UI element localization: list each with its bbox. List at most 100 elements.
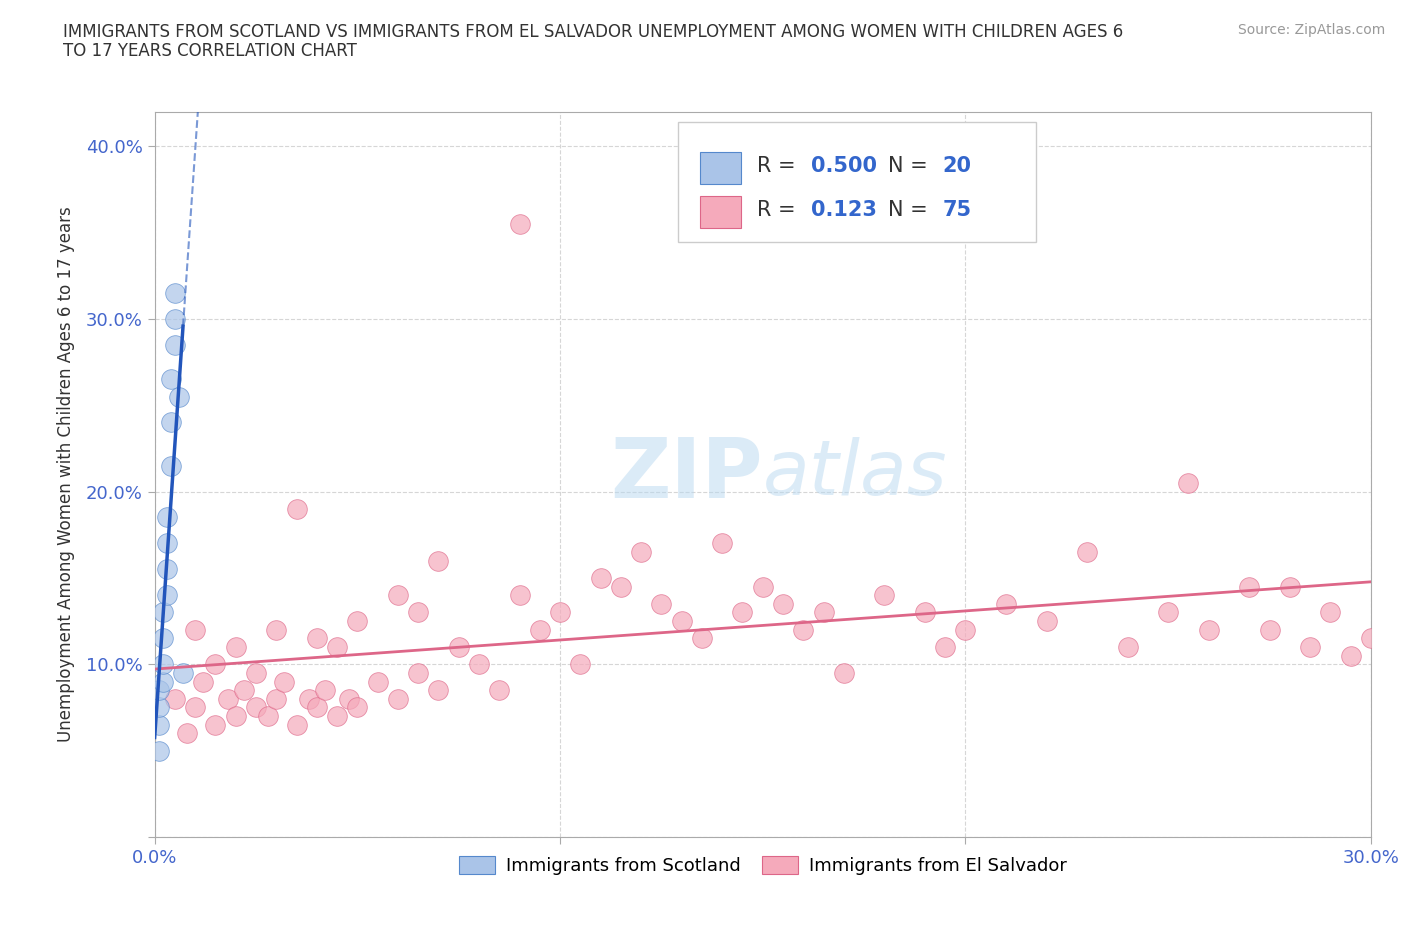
Point [217, 691, 239, 706]
Point [387, 691, 409, 706]
Point [148, 683, 170, 698]
Point [1258, 622, 1281, 637]
FancyBboxPatch shape [700, 153, 741, 184]
Point [1198, 622, 1220, 637]
Point [148, 700, 170, 715]
Point [610, 579, 633, 594]
Point [148, 743, 170, 758]
Point [264, 622, 288, 637]
Point [160, 458, 183, 473]
Point [1076, 545, 1098, 560]
Point [156, 562, 179, 577]
Point [509, 217, 531, 232]
Text: R =: R = [756, 200, 801, 219]
Point [509, 588, 531, 603]
Point [305, 700, 328, 715]
Text: 75: 75 [943, 200, 972, 219]
Point [176, 726, 198, 741]
Legend: Immigrants from Scotland, Immigrants from El Salvador: Immigrants from Scotland, Immigrants fro… [451, 848, 1074, 883]
Point [367, 674, 389, 689]
Text: N =: N = [889, 200, 935, 219]
Point [245, 700, 267, 715]
Point [690, 631, 713, 645]
Point [204, 717, 226, 732]
Text: TO 17 YEARS CORRELATION CHART: TO 17 YEARS CORRELATION CHART [63, 42, 357, 60]
Point [257, 709, 280, 724]
Point [326, 640, 349, 655]
Point [163, 691, 186, 706]
Point [225, 709, 247, 724]
Point [160, 415, 183, 430]
FancyBboxPatch shape [700, 195, 741, 228]
Point [1239, 579, 1261, 594]
Point [569, 657, 592, 671]
Point [955, 622, 977, 637]
Point [163, 286, 186, 300]
Y-axis label: Unemployment Among Women with Children Ages 6 to 17 years: Unemployment Among Women with Children A… [56, 206, 75, 742]
Point [468, 657, 491, 671]
Point [934, 640, 956, 655]
Text: Source: ZipAtlas.com: Source: ZipAtlas.com [1237, 23, 1385, 37]
Point [314, 683, 336, 698]
Point [152, 657, 174, 671]
Point [264, 691, 288, 706]
Point [751, 579, 773, 594]
Point [387, 588, 409, 603]
Point [1116, 640, 1139, 655]
Point [994, 596, 1017, 611]
Point [671, 614, 693, 629]
Point [832, 666, 855, 681]
Point [731, 605, 754, 620]
Point [152, 605, 174, 620]
Point [914, 605, 936, 620]
Point [1299, 640, 1322, 655]
Point [184, 700, 207, 715]
Point [163, 312, 186, 326]
Point [156, 510, 179, 525]
Point [1340, 648, 1362, 663]
Point [1278, 579, 1301, 594]
Point [650, 596, 672, 611]
Point [298, 691, 321, 706]
Text: atlas: atlas [762, 437, 948, 512]
Point [193, 674, 215, 689]
Point [1379, 570, 1402, 585]
Point [245, 666, 267, 681]
Point [152, 674, 174, 689]
Point [232, 683, 254, 698]
Text: IMMIGRANTS FROM SCOTLAND VS IMMIGRANTS FROM EL SALVADOR UNEMPLOYMENT AMONG WOMEN: IMMIGRANTS FROM SCOTLAND VS IMMIGRANTS F… [63, 23, 1123, 41]
Text: 0.500: 0.500 [811, 156, 877, 176]
Point [548, 605, 571, 620]
Point [160, 372, 183, 387]
Point [285, 717, 308, 732]
Point [225, 640, 247, 655]
FancyBboxPatch shape [678, 123, 1036, 242]
Point [305, 631, 328, 645]
Point [167, 389, 190, 404]
Point [273, 674, 295, 689]
Point [427, 683, 450, 698]
Point [873, 588, 896, 603]
Point [792, 622, 814, 637]
Point [346, 614, 368, 629]
Point [711, 536, 734, 551]
Point [406, 666, 429, 681]
Text: R =: R = [756, 156, 801, 176]
Point [148, 717, 170, 732]
Point [772, 596, 794, 611]
Text: 20: 20 [943, 156, 972, 176]
Text: 0.123: 0.123 [811, 200, 877, 219]
Point [156, 536, 179, 551]
Point [589, 570, 612, 585]
Point [447, 640, 470, 655]
Point [204, 657, 226, 671]
Point [337, 691, 360, 706]
Point [529, 622, 551, 637]
Point [172, 666, 194, 681]
Point [630, 545, 652, 560]
Point [184, 622, 207, 637]
Point [1319, 605, 1341, 620]
Point [285, 501, 308, 516]
Text: ZIP: ZIP [610, 433, 762, 515]
Point [813, 605, 835, 620]
